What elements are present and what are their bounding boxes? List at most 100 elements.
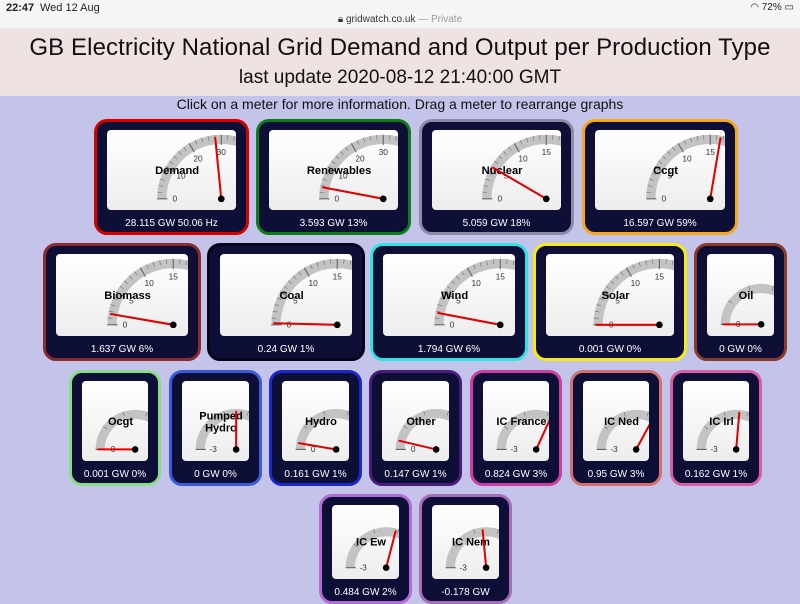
gauge-tick-label: 10: [471, 278, 481, 288]
meter-reading: 0.147 GW 1%: [372, 469, 459, 480]
gauge-face: 051015202530Ccgt: [595, 130, 725, 210]
gauge-face: -33PumpedHydro: [182, 381, 249, 461]
meter-reading: 0.001 GW 0%: [536, 344, 684, 355]
meter-ccgt[interactable]: 051015202530Ccgt16.597 GW 59%: [582, 119, 738, 235]
gauge-pivot: [334, 321, 341, 328]
gauge-pivot: [543, 195, 550, 202]
battery-icon: ▭: [785, 2, 794, 13]
gauge-pivot: [132, 446, 139, 453]
gauge-face: -33IC Irl: [683, 381, 749, 461]
gauge-pivot: [218, 195, 225, 202]
meter-icfrance[interactable]: -33IC France 0.824 GW 3%: [470, 370, 562, 486]
gauge-label: Coal: [279, 290, 303, 302]
gauge-tick-label: 10: [518, 153, 528, 163]
gauge-svg: -33PumpedHydro: [182, 381, 249, 461]
gauge-svg: 051015202530Nuclear: [432, 130, 561, 210]
meter-reading: 0.162 GW 1%: [673, 469, 759, 480]
gauge-label: Other: [406, 416, 436, 428]
meter-solar[interactable]: 051015202530Solar 0.001 GW 0%: [533, 243, 687, 361]
gauge-label: Hydro: [305, 416, 337, 428]
address-bar[interactable]: 🔒︎ gridwatch.co.uk — Private: [0, 14, 800, 25]
gauge-label: Biomass: [104, 290, 151, 302]
gauge-tick-label: 0: [661, 194, 666, 204]
meter-biomass[interactable]: 051015202530Biomass1.637 GW 6%: [43, 243, 201, 361]
meter-other[interactable]: 02Other 0.147 GW 1%: [369, 370, 462, 486]
gauge-tick-label: 10: [308, 278, 318, 288]
gauge-svg: 05Ocgt: [82, 381, 148, 461]
gauge-tick-label: 10: [682, 153, 692, 163]
meter-pumped[interactable]: -33PumpedHydro 0 GW 0%: [169, 370, 262, 486]
meter-reading: 0.484 GW 2%: [322, 587, 409, 598]
instructions-text: Click on a meter for more information. D…: [0, 96, 800, 112]
gauge-tick-label: 20: [193, 153, 203, 163]
meter-icirl[interactable]: -33IC Irl 0.162 GW 1%: [670, 370, 762, 486]
gauge-label: Wind: [441, 290, 468, 302]
gauge-needle: [111, 314, 173, 325]
gauge-tick-label: -3: [610, 445, 618, 454]
meter-reading: 0.824 GW 3%: [473, 469, 559, 480]
gauge-pivot: [533, 446, 540, 453]
gauge-face: -33IC Nem: [432, 505, 499, 579]
gauge-tick-label: -3: [459, 563, 467, 572]
gauge-svg: 03Hydro: [282, 381, 349, 461]
gauge-tick-label: 0: [450, 320, 455, 330]
meter-demand[interactable]: 0102030405060Demand28.115 GW 50.06 Hz: [94, 119, 249, 235]
meter-reading: 0.161 GW 1%: [272, 469, 359, 480]
gauge-label: IC France: [496, 416, 546, 428]
gauge-face: -33IC France: [483, 381, 549, 461]
gauge-label: IC Ned: [604, 416, 639, 428]
meter-renewables[interactable]: 0102030405060Renewables3.593 GW 13%: [256, 119, 411, 235]
gauge-label: Hydro: [205, 422, 237, 434]
last-update: last update 2020-08-12 21:40:00 GMT: [0, 67, 800, 89]
gauge-face: 05Ocgt: [82, 381, 148, 461]
gauge-face: 051015202530Wind: [383, 254, 515, 336]
gauge-tick-label: 0: [335, 194, 340, 204]
gauge-face: 051015202530Solar: [546, 254, 674, 336]
gauge-tick-label: -3: [359, 563, 367, 572]
gauge-pivot: [633, 446, 640, 453]
meter-reading: 0 GW 0%: [172, 469, 259, 480]
gauge-face: 02Other: [382, 381, 449, 461]
meter-hydro[interactable]: 03Hydro 0.161 GW 1%: [269, 370, 362, 486]
meter-nuclear[interactable]: 051015202530Nuclear5.059 GW 18%: [419, 119, 574, 235]
gauge-svg: -33IC Ew: [332, 505, 399, 579]
gauge-face: 051015202530Nuclear: [432, 130, 561, 210]
meter-ocgt[interactable]: 05Ocgt0.001 GW 0%: [69, 370, 161, 486]
meter-reading: 5.059 GW 18%: [422, 218, 571, 229]
meter-icnem[interactable]: -33IC Nem-0.178 GW: [419, 494, 512, 604]
meter-oil[interactable]: 05Oil0 GW 0%: [694, 243, 787, 361]
gauge-svg: 0102030405060Demand: [107, 130, 236, 210]
gauge-svg: 02Other: [382, 381, 449, 461]
gauge-pivot: [433, 446, 440, 453]
gauge-pivot: [656, 321, 663, 328]
gauge-tick-label: 0: [498, 194, 503, 204]
gauge-tick-label: 30: [379, 147, 389, 157]
meter-reading: 0.95 GW 3%: [573, 469, 659, 480]
gauge-svg: -33IC Irl: [683, 381, 749, 461]
gauge-svg: 05Oil: [707, 254, 774, 336]
meter-coal[interactable]: 051015202530Coal0.24 GW 1%: [207, 243, 365, 361]
status-date: Wed 12 Aug: [40, 2, 100, 14]
gauge-tick-label: 0: [411, 445, 416, 454]
gauge-tick-label: 15: [169, 271, 179, 281]
gauge-tick-label: 15: [496, 271, 506, 281]
lock-icon: 🔒︎: [338, 14, 343, 25]
gauge-tick-label: -3: [209, 445, 217, 454]
page-title: GB Electricity National Grid Demand and …: [0, 34, 800, 62]
battery-level: 72%: [762, 2, 782, 13]
gauge-label: Nuclear: [482, 165, 524, 177]
meter-wind[interactable]: 051015202530Wind1.794 GW 6%: [370, 243, 528, 361]
gauge-tick-label: 0: [173, 194, 178, 204]
gauge-svg: 0102030405060Renewables: [269, 130, 398, 210]
gauge-pivot: [380, 195, 387, 202]
gauge-label: Solar: [602, 290, 631, 302]
meter-icew[interactable]: -33IC Ew 0.484 GW 2%: [319, 494, 412, 604]
gauge-needle: [274, 323, 337, 325]
wifi-icon: ◠: [750, 2, 759, 13]
page-header: GB Electricity National Grid Demand and …: [0, 28, 800, 96]
gauge-tick-label: 15: [542, 147, 552, 157]
gauge-tick-label: 10: [144, 278, 154, 288]
meter-reading: 1.794 GW 6%: [373, 344, 525, 355]
gauge-tick-label: 15: [333, 271, 343, 281]
